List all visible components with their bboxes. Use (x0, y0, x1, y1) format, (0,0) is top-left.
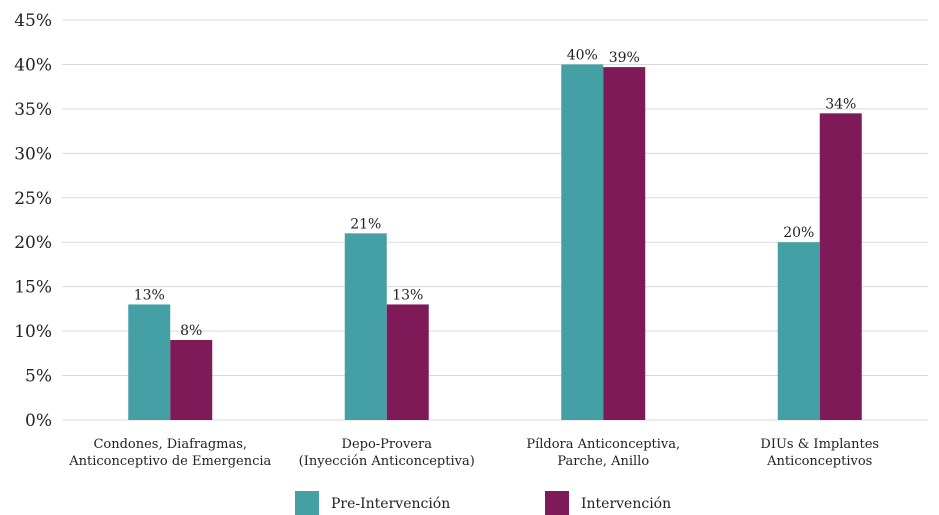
legend-label: Pre-Intervención (331, 496, 450, 512)
y-tick-label: 35% (14, 100, 52, 120)
bar (128, 304, 171, 420)
legend-swatch (545, 491, 569, 515)
bar (386, 304, 429, 420)
bar (777, 242, 820, 420)
y-tick-label: 30% (14, 144, 52, 164)
y-tick-label: 40% (14, 55, 52, 75)
data-label: 21% (350, 216, 381, 232)
category-label: Condones, Diafragmas, (93, 437, 247, 452)
bar (603, 67, 646, 420)
data-label: 20% (783, 225, 814, 241)
category-label: Anticonceptivos (766, 454, 872, 469)
bar (561, 64, 604, 420)
legend-label: Intervención (581, 496, 671, 512)
data-label: 13% (392, 287, 423, 303)
bar (344, 233, 387, 420)
category-label: Píldora Anticonceptiva, (526, 437, 680, 452)
category-label: Parche, Anillo (557, 454, 649, 469)
category-label: Anticonceptivo de Emergencia (68, 454, 271, 469)
bar (170, 340, 213, 420)
legend-swatch (295, 491, 319, 515)
y-tick-label: 20% (14, 233, 52, 253)
y-tick-label: 25% (14, 189, 52, 209)
category-label: DIUs & Implantes (760, 437, 879, 452)
data-label: 8% (180, 323, 202, 339)
y-tick-label: 0% (25, 411, 52, 431)
y-tick-label: 45% (14, 11, 52, 31)
bar (819, 113, 862, 420)
category-label: (Inyección Anticonceptiva) (299, 454, 475, 469)
category-label: Depo-Provera (342, 437, 433, 452)
data-label: 39% (609, 50, 640, 66)
data-label: 34% (825, 96, 856, 112)
y-tick-label: 10% (14, 322, 52, 342)
y-tick-label: 5% (25, 367, 52, 387)
y-tick-label: 15% (14, 278, 52, 298)
data-label: 13% (134, 287, 165, 303)
data-label: 40% (567, 47, 598, 63)
